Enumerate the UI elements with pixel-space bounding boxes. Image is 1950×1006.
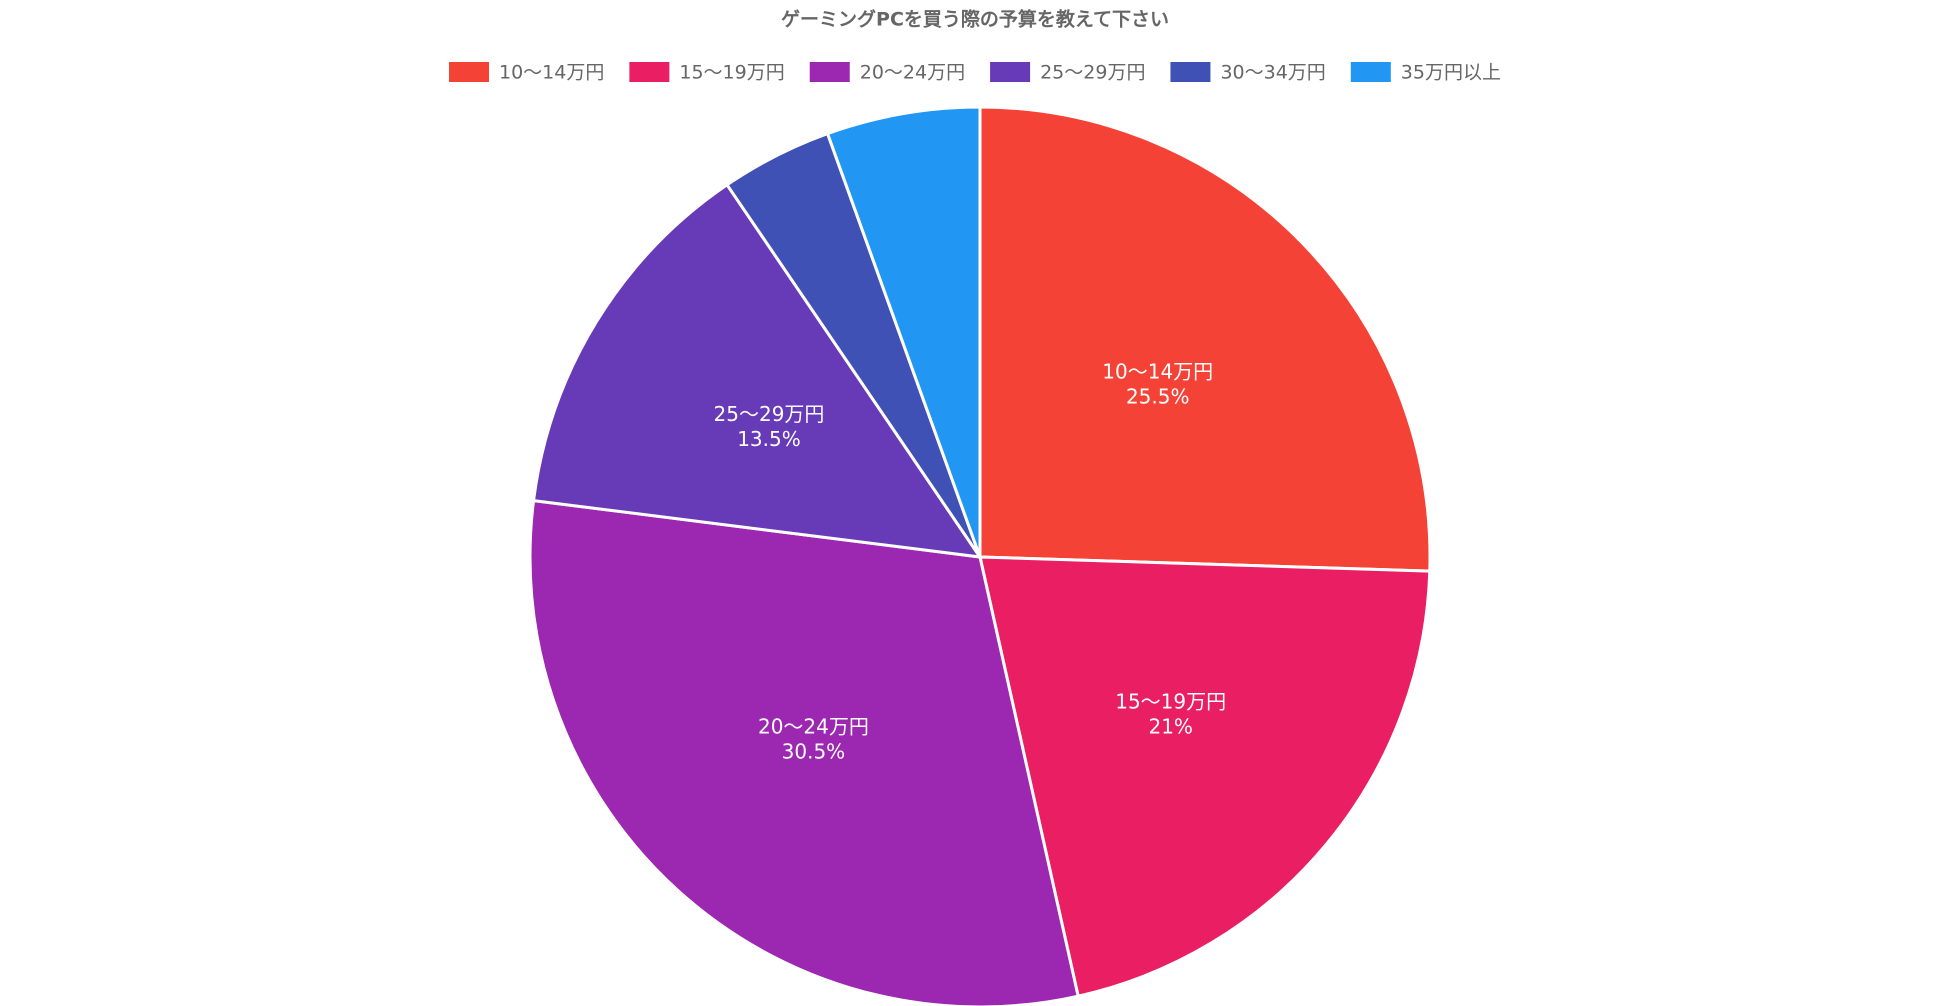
legend-label: 35万円以上 (1401, 62, 1501, 84)
slice-value-label: 21% (1148, 714, 1192, 738)
pie-slice (528, 498, 1080, 1006)
slice-value-label: 25.5% (1126, 384, 1190, 408)
legend-label: 10〜14万円 (499, 62, 604, 84)
pie-slice (978, 555, 1432, 998)
legend-swatch (1350, 62, 1391, 82)
legend-item: 30〜34万円 (1170, 62, 1326, 84)
slice-category-label: 25〜29万円 (714, 402, 825, 426)
legend-label: 30〜34万円 (1220, 62, 1325, 84)
legend-item: 20〜24万円 (809, 62, 965, 84)
legend-item: 15〜19万円 (629, 62, 785, 84)
legend-item: 25〜29万円 (990, 62, 1145, 84)
legend-label: 20〜24万円 (860, 62, 965, 84)
legend-label: 25〜29万円 (1040, 62, 1145, 84)
chart-title: ゲーミングPCを買う際の予算を教えて下さい (781, 8, 1169, 31)
slice-value-label: 30.5% (782, 740, 846, 764)
slice-value-label: 13.5% (737, 427, 801, 451)
pie-slice (825, 105, 982, 558)
legend: 10〜14万円 15〜19万円 20〜24万円 25〜29万円 30〜34万円 35万円以… (449, 62, 1501, 84)
pie-slice (978, 105, 1432, 573)
legend-swatch (990, 62, 1031, 82)
legend-item: 35万円以上 (1350, 62, 1501, 84)
pie-slice (531, 182, 984, 559)
legend-label: 15〜19万円 (679, 62, 784, 84)
legend-swatch (1170, 62, 1211, 82)
slice-category-label: 20〜24万円 (758, 715, 869, 739)
slice-category-label: 15〜19万円 (1115, 689, 1226, 713)
slice-category-label: 10〜14万円 (1102, 359, 1213, 383)
legend-swatch (449, 62, 490, 82)
legend-item: 10〜14万円 (449, 62, 604, 84)
legend-swatch (629, 62, 670, 82)
legend-swatch (809, 62, 850, 82)
